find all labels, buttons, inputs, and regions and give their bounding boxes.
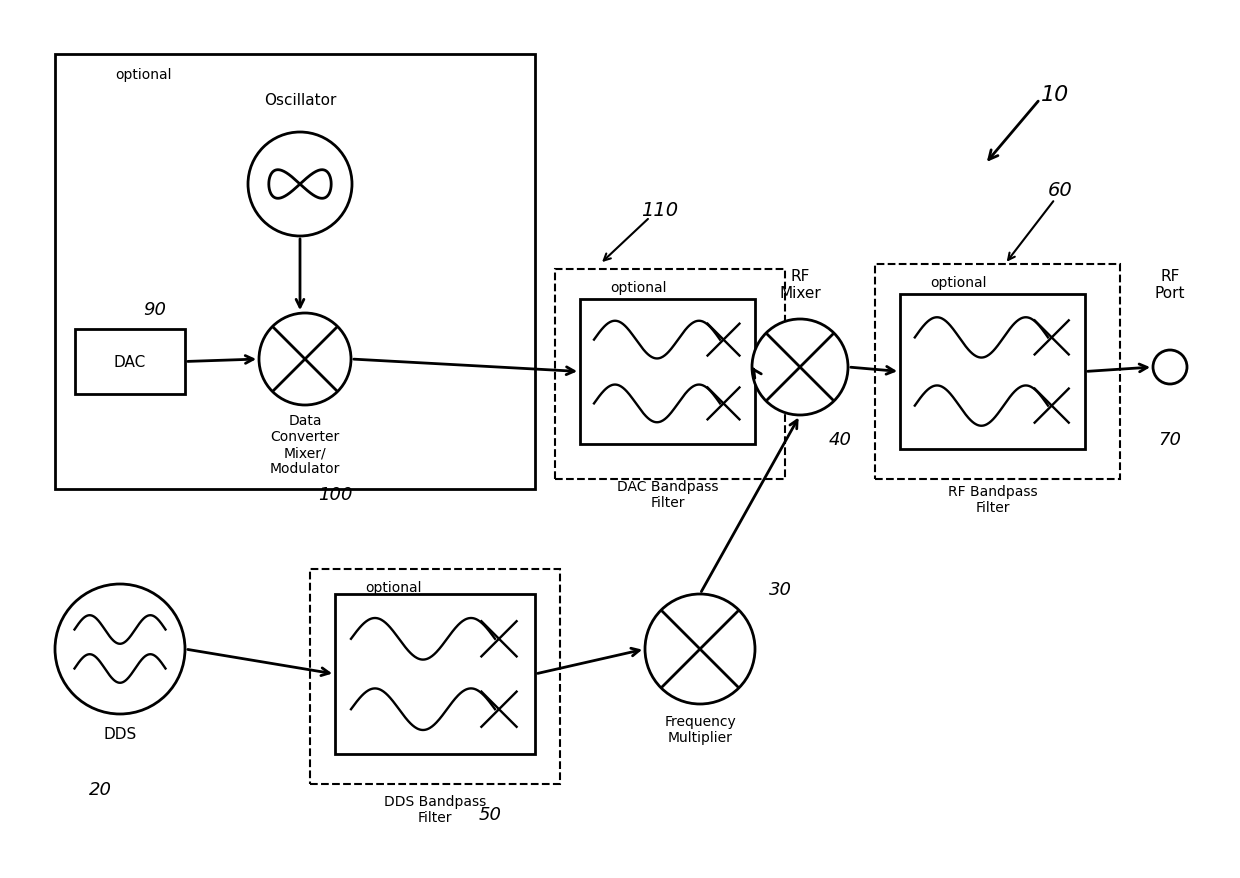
Bar bbox=[55, 55, 534, 489]
Text: DAC Bandpass
Filter: DAC Bandpass Filter bbox=[616, 479, 718, 509]
Text: 60: 60 bbox=[1048, 180, 1073, 199]
Bar bbox=[335, 594, 534, 754]
Bar bbox=[580, 299, 755, 444]
Text: Oscillator: Oscillator bbox=[264, 92, 336, 107]
Text: optional: optional bbox=[610, 281, 667, 295]
Text: 110: 110 bbox=[641, 200, 678, 220]
Circle shape bbox=[55, 585, 185, 714]
Text: 10: 10 bbox=[1040, 85, 1069, 104]
Text: DAC: DAC bbox=[114, 355, 146, 370]
Text: 30: 30 bbox=[769, 580, 791, 598]
Bar bbox=[310, 569, 560, 784]
Circle shape bbox=[248, 133, 352, 237]
Text: 20: 20 bbox=[88, 781, 112, 798]
Text: optional: optional bbox=[930, 276, 987, 290]
Bar bbox=[74, 329, 185, 394]
Bar bbox=[875, 264, 1120, 479]
Text: Frequency
Multiplier: Frequency Multiplier bbox=[665, 714, 735, 745]
Text: 70: 70 bbox=[1158, 430, 1182, 449]
Bar bbox=[556, 270, 785, 479]
Text: DDS: DDS bbox=[103, 727, 136, 742]
Text: RF
Mixer: RF Mixer bbox=[779, 269, 821, 301]
Text: 50: 50 bbox=[479, 805, 501, 823]
Circle shape bbox=[1153, 350, 1187, 385]
Text: optional: optional bbox=[365, 580, 422, 594]
Text: 100: 100 bbox=[317, 486, 352, 503]
Bar bbox=[900, 295, 1085, 450]
Text: DDS Bandpass
Filter: DDS Bandpass Filter bbox=[384, 794, 486, 824]
Text: F₀: F₀ bbox=[677, 643, 689, 656]
Text: RF
Port: RF Port bbox=[1154, 269, 1185, 301]
Text: Data
Converter
Mixer/
Modulator: Data Converter Mixer/ Modulator bbox=[270, 414, 340, 476]
Text: nF₀: nF₀ bbox=[712, 643, 732, 656]
Circle shape bbox=[645, 594, 755, 704]
Circle shape bbox=[751, 320, 848, 415]
Circle shape bbox=[259, 313, 351, 406]
Text: optional: optional bbox=[115, 68, 171, 82]
Text: 90: 90 bbox=[144, 300, 166, 319]
Text: 40: 40 bbox=[828, 430, 852, 449]
Text: RF Bandpass
Filter: RF Bandpass Filter bbox=[947, 485, 1038, 515]
